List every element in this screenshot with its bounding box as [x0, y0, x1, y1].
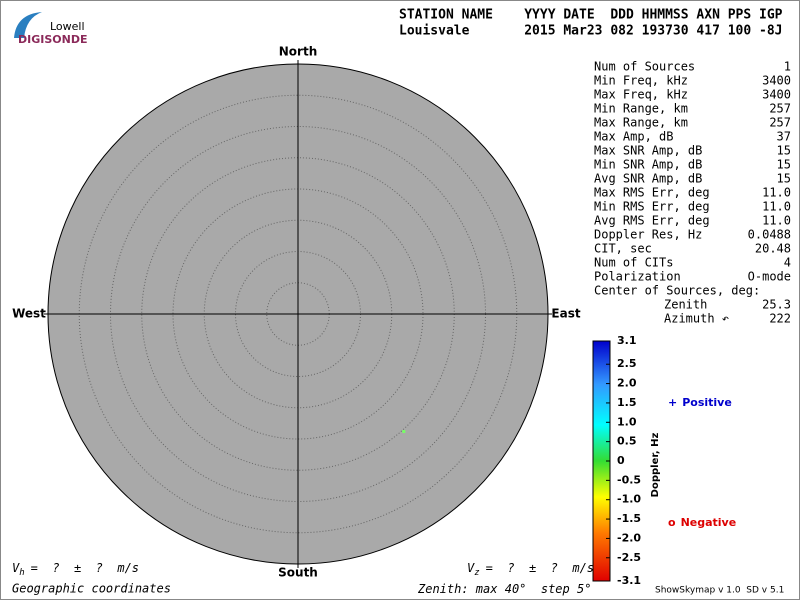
- stat-value: 257: [769, 116, 791, 130]
- logo-swoosh: [14, 12, 42, 38]
- center-title: Center of Sources, deg:: [594, 284, 760, 298]
- stat-label: Max Range, km: [594, 116, 688, 130]
- zenith-step-prefix: step: [541, 582, 570, 596]
- colorbar-tick-label: -1.0: [617, 493, 641, 506]
- stat-label: Max SNR Amp, dB: [594, 144, 702, 158]
- vz-sub: z: [474, 568, 479, 578]
- stat-label: Max Amp, dB: [594, 130, 673, 144]
- colorbar-tick-label: 2.0: [617, 377, 637, 390]
- zenith-max: 40: [505, 582, 519, 596]
- stat-label: Min Freq, kHz: [594, 74, 688, 88]
- zenith-step: 5: [577, 582, 584, 596]
- vz-symbol: V: [467, 561, 475, 575]
- center-label: Zenith: [664, 298, 707, 312]
- stat-label: Doppler Res, Hz: [594, 228, 702, 242]
- colorbar-label: Doppler, Hz: [650, 433, 661, 498]
- stat-label: Avg RMS Err, deg: [594, 214, 710, 228]
- stat-value: 37: [777, 130, 791, 144]
- stat-value: 15: [777, 172, 791, 186]
- logo-top: Lowell: [50, 20, 85, 33]
- center-value: 222: [769, 312, 791, 326]
- stat-value: 20.48: [755, 242, 791, 256]
- colorbar-tick-label: -2.0: [617, 531, 641, 544]
- center-value: 25.3: [762, 298, 791, 312]
- stat-label: Min Range, km: [594, 102, 688, 116]
- stat-label: CIT, sec: [594, 242, 652, 256]
- colorbar-tick-label: -1.5: [617, 512, 641, 525]
- stat-value: 257: [769, 102, 791, 116]
- colorbar-tick-label: -0.5: [617, 473, 641, 486]
- stat-value: 0.0488: [748, 228, 791, 242]
- zenith-prefix: Zenith: max: [417, 582, 498, 596]
- stat-label: Polarization: [594, 270, 681, 284]
- dir-south: South: [278, 566, 318, 580]
- center-label: Azimuth ↶: [664, 312, 729, 326]
- stat-label: Min RMS Err, deg: [594, 200, 710, 214]
- colorbar-tick-label: 1.5: [617, 396, 637, 409]
- vh-text: = ? ± ? m/s: [31, 561, 139, 575]
- stat-value: 15: [777, 158, 791, 172]
- colorbar-tick-label: 2.5: [617, 357, 637, 370]
- stat-value: 11.0: [762, 200, 791, 214]
- dir-east: East: [551, 307, 580, 321]
- stat-value: 11.0: [762, 186, 791, 200]
- stat-value: 1: [784, 60, 791, 74]
- legend-symbol: o: [668, 516, 676, 529]
- zenith-unit: °: [519, 582, 526, 596]
- stat-label: Max RMS Err, deg: [594, 186, 710, 200]
- vh-sub: h: [19, 568, 24, 578]
- colorbar-tick-label: 3.1: [617, 334, 637, 347]
- stat-value: O-mode: [748, 270, 791, 284]
- frame-label: Geographic coordinates: [12, 582, 171, 596]
- colorbar-tick-label: 0: [617, 454, 625, 467]
- stat-value: 3400: [762, 74, 791, 88]
- legend-label: Positive: [682, 396, 732, 409]
- zenith-label: Zenith: max 40° step 5°: [417, 582, 591, 596]
- stat-label: Max Freq, kHz: [594, 88, 688, 102]
- legend-item: o Negative: [668, 516, 736, 529]
- stat-value: 4: [784, 256, 791, 270]
- stat-label: Avg SNR Amp, dB: [594, 172, 702, 186]
- stat-value: 11.0: [762, 214, 791, 228]
- vz-label: Vz = ? ± ? m/s: [467, 561, 594, 578]
- vh-symbol: V: [12, 561, 20, 575]
- vh-label: Vh = ? ± ? m/s: [12, 561, 139, 578]
- logo-bottom: DIGISONDE: [18, 33, 87, 46]
- version: ShowSkymap v 1.0 SD v 5.1: [655, 586, 784, 596]
- stat-value: 15: [777, 144, 791, 158]
- stat-label: Num of Sources: [594, 60, 695, 74]
- legend-item: + Positive: [668, 396, 732, 409]
- zenith-step-unit: °: [584, 582, 591, 596]
- vz-text: = ? ± ? m/s: [486, 561, 594, 575]
- colorbar-tick-label: -3.1: [617, 574, 641, 587]
- legend-symbol: +: [668, 396, 677, 409]
- legend-label: Negative: [681, 516, 737, 529]
- source: [402, 430, 406, 434]
- stat-label: Num of CITs: [594, 256, 673, 270]
- colorbar-tick-label: 0.5: [617, 435, 637, 448]
- stat-value: 3400: [762, 88, 791, 102]
- dir-west: West: [12, 307, 46, 321]
- header-columns: STATION NAME YYYY DATE DDD HHMMSS AXN PP…: [399, 8, 783, 23]
- stat-label: Min SNR Amp, dB: [594, 158, 702, 172]
- colorbar-tick-label: -2.5: [617, 551, 641, 564]
- header-values: Louisvale 2015 Mar23 082 193730 417 100 …: [399, 24, 783, 39]
- colorbar-tick-label: 1.0: [617, 415, 637, 428]
- dir-north: North: [279, 45, 317, 59]
